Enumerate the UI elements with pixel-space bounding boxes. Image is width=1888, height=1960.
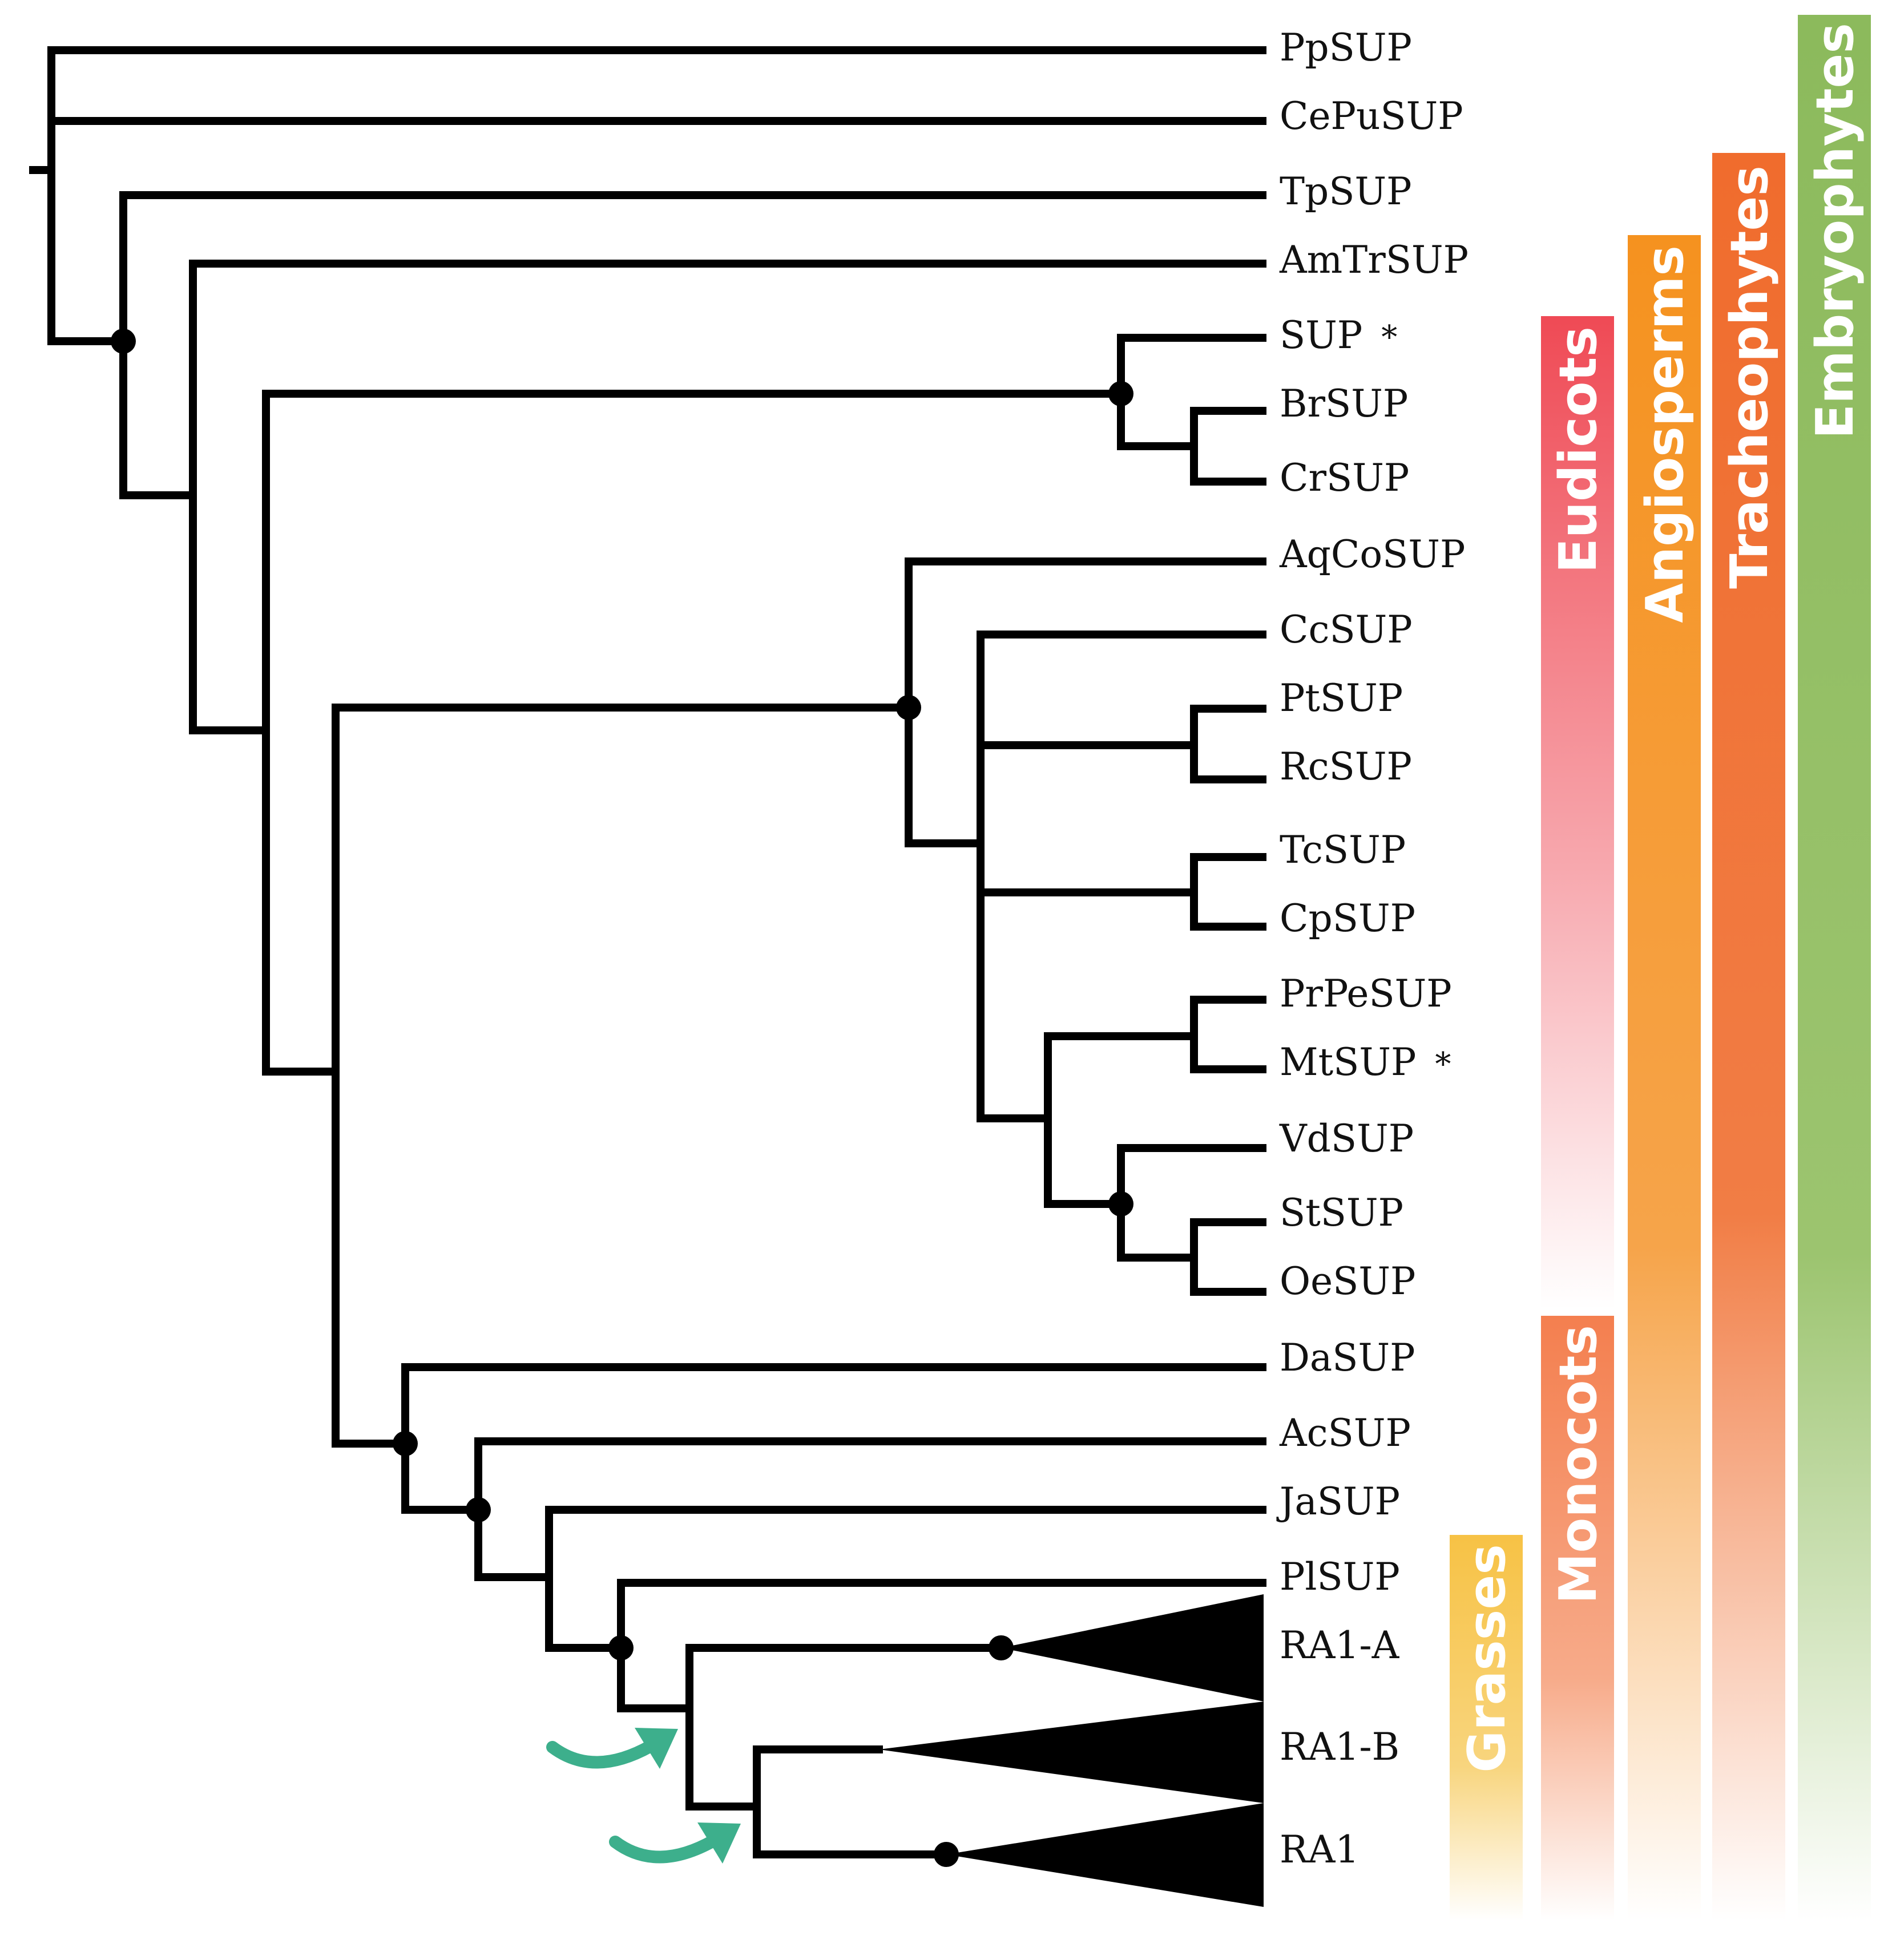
leaf-label-crsup: CrSUP <box>1280 456 1409 500</box>
leaf-label-vdsup: VdSUP <box>1279 1117 1414 1161</box>
asterisk-mark: * <box>1435 1046 1451 1083</box>
leaf-label-sup: SUP * <box>1280 313 1397 357</box>
node-dot <box>1108 1191 1133 1217</box>
curved-arrow-icon <box>546 1740 657 1769</box>
leaf-label-jasup: JaSUP <box>1276 1480 1400 1523</box>
clade-label-embryophytes: Embryophytes <box>1805 23 1865 439</box>
duplication-arrows <box>546 1728 741 1864</box>
clade-bars <box>1450 15 1871 1921</box>
leaf-label-mtsup: MtSUP * <box>1280 1040 1451 1084</box>
leaf-label-amtrsup: AmTrSUP <box>1279 238 1469 282</box>
leaf-label-dasup: DaSUP <box>1280 1336 1415 1380</box>
leaf-label-cpsup: CpSUP <box>1280 896 1415 940</box>
leaf-label-ccsup: CcSUP <box>1280 608 1413 652</box>
clade-bar-tracheophytes <box>1712 153 1785 1921</box>
curved-arrow-icon <box>609 1834 720 1864</box>
leaf-label-aqcosup: AqCoSUP <box>1279 532 1465 576</box>
leaf-name: SUP <box>1280 313 1362 357</box>
node-dot <box>608 1635 634 1660</box>
leaf-label-prpesup: PrPeSUP <box>1280 972 1452 1016</box>
leaf-label-cepusup: CePuSUP <box>1280 94 1463 138</box>
support-dots <box>111 329 1133 1867</box>
node-dot <box>111 329 136 354</box>
leaf-label-acsup: AcSUP <box>1279 1411 1411 1455</box>
clade-label-monocots: Monocots <box>1548 1325 1608 1604</box>
node-dot <box>393 1431 418 1456</box>
leaf-name: MtSUP <box>1280 1040 1416 1084</box>
tree-branches <box>29 46 1266 1858</box>
leaf-label-tcsup: TcSUP <box>1280 828 1406 872</box>
clade-label-angiosperms: Angiosperms <box>1635 245 1695 623</box>
clade-label-tracheophytes: Tracheophytes <box>1720 165 1780 589</box>
leaf-label-ra1-b: RA1-B <box>1280 1725 1399 1769</box>
clade-bar-monocots <box>1541 1316 1614 1921</box>
clade-label-grasses: Grasses <box>1457 1544 1517 1773</box>
curved-arrow-icon-head <box>697 1822 741 1864</box>
leaf-label-ppsup: PpSUP <box>1280 26 1412 70</box>
node-dot <box>1108 381 1133 406</box>
triangle-ra1-b <box>879 1702 1264 1803</box>
clade-bar-angiosperms <box>1628 235 1701 1921</box>
leaf-label-plsup: PlSUP <box>1280 1555 1400 1599</box>
asterisk-mark: * <box>1381 319 1397 356</box>
leaf-label-tpsup: TpSUP <box>1280 169 1412 213</box>
clade-bar-embryophytes <box>1798 15 1871 1921</box>
leaf-label-rcsup: RcSUP <box>1280 745 1412 789</box>
node-dot <box>896 695 921 720</box>
leaf-label-ptsup: PtSUP <box>1280 676 1403 720</box>
leaf-label-ra1-a: RA1-A <box>1280 1623 1400 1667</box>
leaf-label-ra1: RA1 <box>1280 1828 1359 1872</box>
leaf-label-stsup: StSUP <box>1280 1191 1403 1235</box>
leaf-label-oesup: OeSUP <box>1280 1259 1415 1303</box>
collapsed-clades <box>879 1594 1264 1907</box>
clade-label-eudicots: Eudicots <box>1548 326 1608 573</box>
curved-arrow-icon-head <box>635 1728 678 1769</box>
triangle-ra1-a <box>1001 1594 1264 1702</box>
clade-labels: Embryophytes Tracheophytes Angiosperms E… <box>1457 23 1865 1773</box>
node-dot <box>989 1635 1014 1660</box>
clade-bar-eudicots <box>1541 316 1614 1309</box>
node-dot <box>466 1497 491 1522</box>
leaf-label-brsup: BrSUP <box>1280 382 1408 426</box>
leaf-labels: PpSUP CePuSUP TpSUP AmTrSUP SUP * BrSUP … <box>1276 26 1469 1872</box>
triangle-ra1 <box>946 1803 1264 1907</box>
node-dot <box>934 1842 959 1867</box>
clade-bar-grasses <box>1450 1535 1523 1921</box>
